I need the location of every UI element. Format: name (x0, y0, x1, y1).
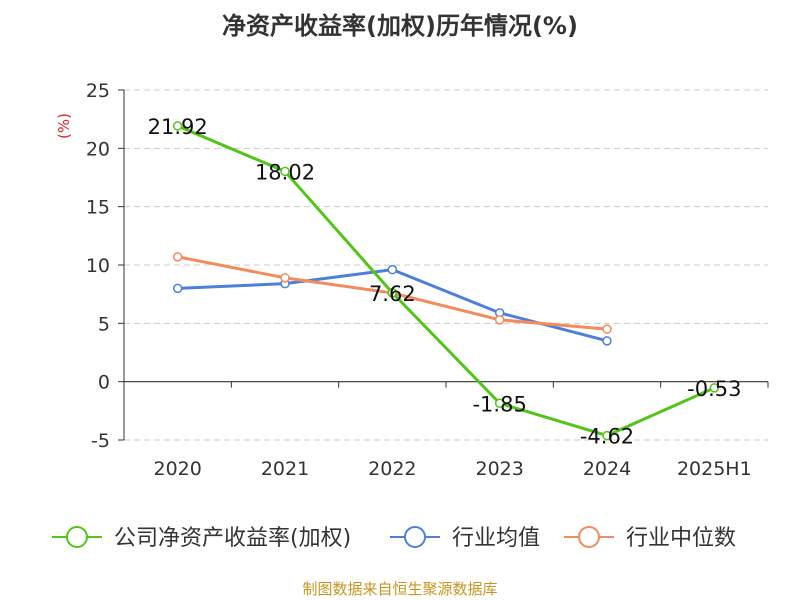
data-point (387, 288, 398, 298)
x-tick-label: 2021 (261, 458, 309, 480)
data-point (602, 430, 612, 441)
data-point (709, 383, 720, 393)
grid-layer (124, 89, 768, 441)
y-tick-label: -5 (91, 430, 110, 452)
legend-marker (66, 526, 88, 548)
y-tick-label: 25 (86, 80, 110, 102)
data-label: -1.85 (472, 392, 526, 416)
data-label-layer: 21.92 18.02 7.62 -1.85 -4.62 -0.53 (148, 115, 742, 449)
data-point (172, 121, 183, 131)
legend-item-label: 行业中位数 (626, 526, 736, 551)
y-tick-label: 5 (98, 313, 110, 335)
legend-item-label: 公司净资产收益率(加权) (114, 526, 351, 551)
y-tick-label: 20 (86, 138, 110, 160)
x-tick-label: 2020 (153, 458, 201, 480)
y-tick-label: 10 (86, 255, 110, 277)
data-label: -4.62 (580, 425, 634, 449)
data-point (172, 252, 183, 262)
legend: 公司净资产收益率(加权) 行业均值 行业中位数 (52, 526, 736, 551)
legend-marker (578, 526, 600, 548)
legend-item-label: 行业均值 (452, 526, 540, 551)
y-tick-label: 15 (86, 197, 110, 219)
series-line (177, 124, 715, 438)
x-tick-label: 2023 (475, 458, 523, 480)
data-point (602, 324, 612, 334)
x-tick-label: 2022 (368, 458, 416, 480)
y-tick-label: 0 (98, 372, 110, 394)
data-label: 21.92 (148, 115, 208, 139)
x-tick-label: 2024 (583, 458, 631, 480)
data-point (280, 273, 290, 283)
data-point (172, 283, 183, 294)
data-point (494, 398, 505, 408)
data-point (387, 264, 398, 275)
data-point (602, 336, 612, 346)
data-point (494, 315, 505, 325)
chart-title: 净资产收益率(加权)历年情况(%) (222, 12, 578, 40)
data-label: 7.62 (369, 282, 416, 306)
data-point (280, 166, 290, 177)
data-label: -0.53 (687, 377, 741, 401)
series-layer (172, 121, 720, 441)
x-tick-label: 2025H1 (677, 458, 752, 480)
data-label: 18.02 (255, 160, 315, 184)
axis-layer: -5 0 5 10 15 20 25 (%) 2020 2021 2022 2023 2024 2025H… (55, 80, 769, 480)
source-note: 制图数据来自恒生聚源数据库 (302, 580, 498, 598)
y-axis-label: (%) (55, 113, 73, 139)
legend-marker (404, 526, 426, 548)
